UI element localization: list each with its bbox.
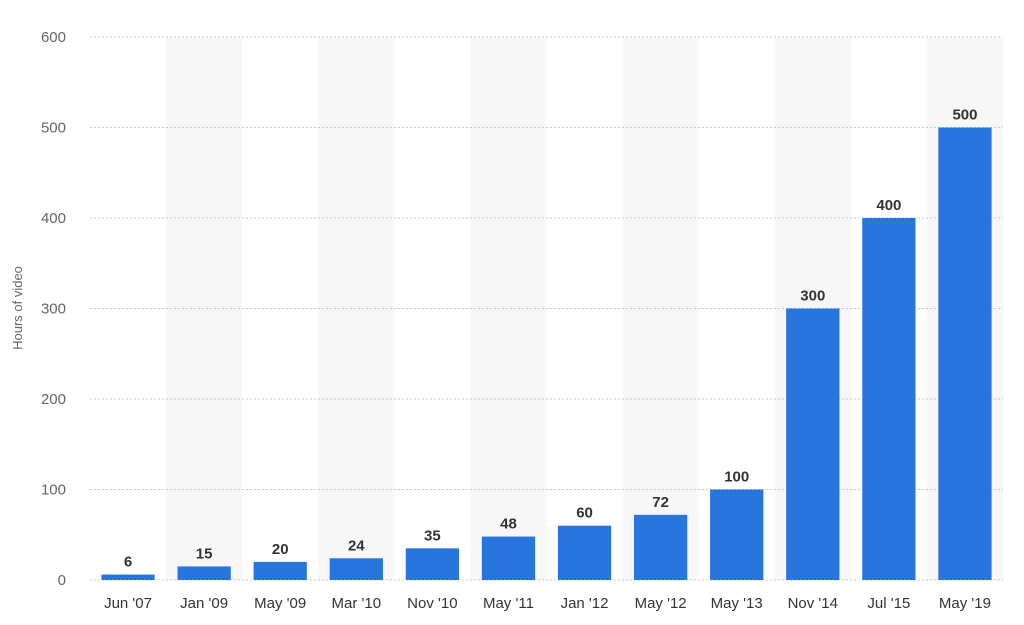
x-tick-label: Jul '15 (867, 595, 910, 612)
data-label: 15 (196, 545, 213, 562)
y-tick-label: 400 (41, 210, 66, 227)
x-tick-label: Jan '09 (180, 595, 228, 612)
y-tick-label: 0 (58, 572, 66, 589)
y-axis-title: Hours of video (10, 266, 25, 350)
bar[interactable] (862, 218, 916, 580)
x-tick-label: May '19 (939, 595, 991, 612)
bar[interactable] (177, 566, 231, 580)
bar[interactable] (405, 548, 460, 580)
bar[interactable] (481, 536, 536, 580)
data-label: 400 (876, 197, 901, 214)
data-label: 300 (800, 288, 825, 305)
data-label: 35 (424, 527, 441, 544)
data-label: 60 (576, 505, 593, 522)
bar[interactable] (633, 514, 688, 580)
x-tick-label: Nov '10 (407, 595, 457, 612)
bars (101, 127, 992, 581)
data-label: 48 (500, 516, 517, 533)
y-axis-ticks: 0 100 200 300 400 500 600 (41, 29, 66, 589)
gridlines (90, 36, 1003, 581)
x-tick-label: May '11 (483, 595, 534, 612)
y-tick-label: 500 (41, 120, 66, 137)
data-label: 500 (952, 107, 977, 124)
data-label: 20 (272, 541, 289, 558)
y-tick-label: 600 (41, 29, 66, 46)
x-tick-label: May '09 (254, 595, 306, 612)
data-label: 6 (124, 554, 132, 571)
y-tick-label: 300 (41, 301, 66, 318)
bar[interactable] (557, 525, 612, 580)
x-tick-label: Nov '14 (788, 595, 838, 612)
x-axis-labels: Jun '07 Jan '09 May '09 Mar '10 Nov '10 May '… (104, 595, 991, 612)
x-tick-label: May '13 (711, 595, 763, 612)
data-label: 72 (652, 494, 669, 511)
bar[interactable] (786, 308, 840, 581)
y-tick-label: 200 (41, 391, 66, 408)
data-label: 24 (348, 537, 365, 554)
data-labels: 6 15 20 24 35 48 60 72 100 300 400 500 (124, 107, 978, 571)
x-tick-label: Jun '07 (104, 595, 152, 612)
bar[interactable] (101, 574, 155, 580)
data-label: 100 (724, 469, 749, 486)
bar[interactable] (253, 561, 307, 580)
x-tick-label: Jan '12 (561, 595, 609, 612)
bar[interactable] (938, 127, 992, 581)
bar[interactable] (329, 558, 383, 580)
x-tick-label: May '12 (635, 595, 687, 612)
bar[interactable] (710, 489, 764, 581)
x-tick-label: Mar '10 (332, 595, 382, 612)
y-tick-label: 100 (41, 482, 66, 499)
